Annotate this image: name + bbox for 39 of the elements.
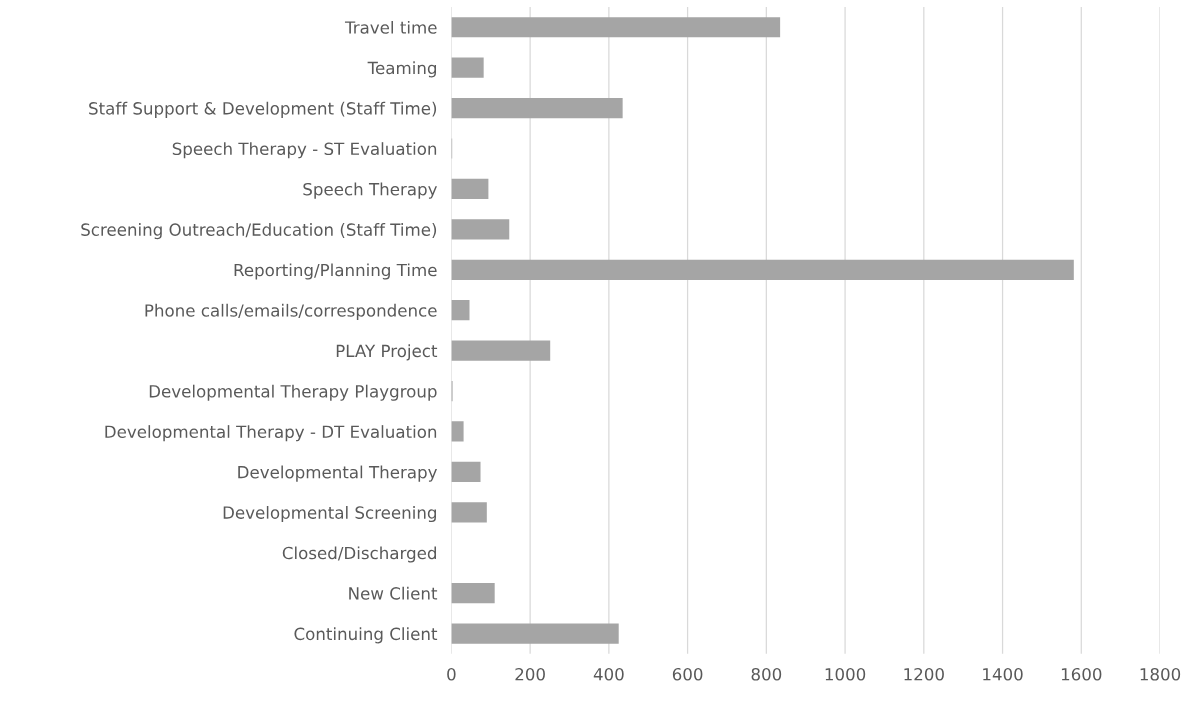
- bar: [451, 340, 551, 361]
- bar: [451, 97, 623, 119]
- bar: [451, 178, 489, 200]
- x-tick-label: 1000: [825, 667, 866, 681]
- y-tick-label: Speech Therapy: [303, 182, 437, 199]
- x-tick-label: 0: [447, 667, 456, 681]
- x-tick-label: 200: [515, 667, 545, 681]
- y-tick-label: Staff Support & Development (Staff Time): [89, 101, 437, 118]
- bar: [451, 583, 495, 604]
- x-tick-label: 800: [751, 667, 782, 681]
- y-tick-label: Developmental Screening: [223, 505, 436, 523]
- x-tick-label: 600: [672, 667, 703, 681]
- y-tick-label: New Client: [349, 586, 438, 600]
- y-tick-label: Travel time: [344, 20, 437, 34]
- y-tick-label: Developmental Therapy: [238, 465, 437, 482]
- x-tick-label: 400: [593, 667, 624, 681]
- bar: [451, 57, 484, 78]
- y-tick-label: Continuing Client: [294, 627, 438, 644]
- bar: [451, 300, 470, 321]
- bar: [451, 259, 1074, 280]
- y-tick-label: Phone calls/emails/correspondence: [145, 303, 437, 320]
- y-tick-label: Developmental Therapy - DT Evaluation: [105, 425, 437, 442]
- bar: [451, 421, 464, 442]
- y-tick-label: Screening Outreach/Education (Staff Time): [81, 223, 437, 240]
- bar: [451, 502, 487, 523]
- x-tick-label: 1200: [904, 667, 944, 681]
- y-tick-label: PLAY Project: [336, 344, 438, 361]
- y-tick-label: Speech Therapy - ST Evaluation: [172, 142, 437, 159]
- bar: [451, 17, 781, 38]
- y-tick-label: Teaming: [367, 61, 436, 78]
- bar: [451, 219, 510, 240]
- x-tick-label: 1400: [983, 667, 1023, 681]
- x-tick-label: 1800: [1140, 667, 1181, 681]
- bar: [451, 461, 481, 482]
- x-tick-label: 1600: [1061, 667, 1102, 681]
- y-tick-label: Developmental Therapy Playgroup: [149, 384, 437, 401]
- bar: [451, 623, 619, 644]
- y-tick-label: Reporting/Planning Time: [234, 263, 437, 280]
- y-tick-label: Closed/Discharged: [282, 546, 436, 563]
